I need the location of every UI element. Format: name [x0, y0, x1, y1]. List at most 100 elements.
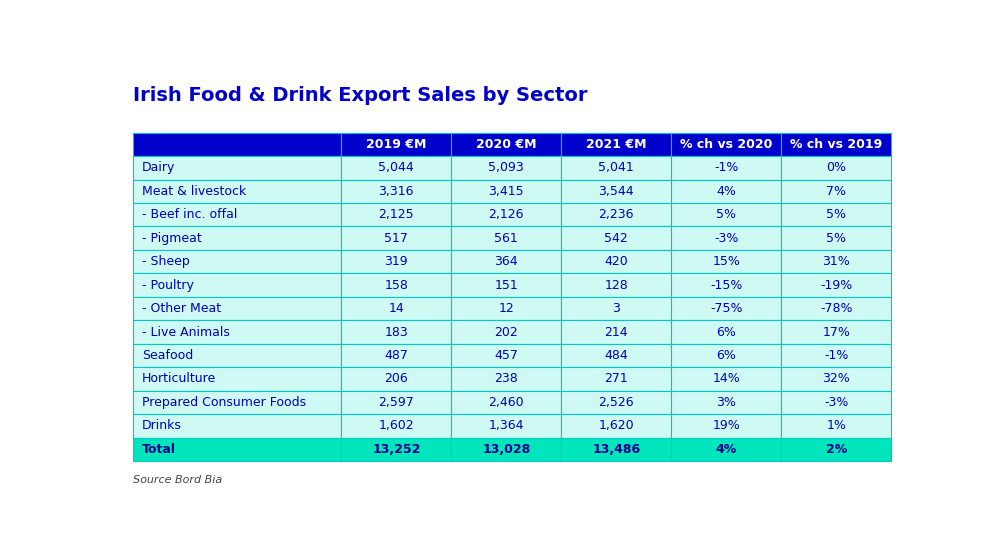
Text: % ch vs 2019: % ch vs 2019 [790, 138, 882, 151]
Bar [452, 367, 561, 391]
Bar [781, 297, 891, 320]
Bar [452, 391, 561, 414]
Bar [342, 438, 452, 461]
Bar [671, 320, 781, 343]
Text: 13,028: 13,028 [483, 443, 530, 456]
Bar [671, 203, 781, 227]
Bar [133, 203, 342, 227]
Bar [671, 227, 781, 250]
Text: Horticulture: Horticulture [142, 372, 216, 386]
Bar [561, 203, 671, 227]
Bar [561, 273, 671, 297]
Text: 5,093: 5,093 [489, 161, 524, 175]
Text: -3%: -3% [714, 232, 738, 245]
Text: 31%: 31% [822, 255, 850, 268]
Bar [133, 250, 342, 273]
Bar [781, 438, 891, 461]
Bar [452, 132, 561, 156]
Text: - Beef inc. offal: - Beef inc. offal [142, 208, 238, 221]
Bar [133, 343, 342, 367]
Bar [342, 414, 452, 438]
Text: 19%: 19% [712, 419, 740, 432]
Bar [781, 132, 891, 156]
Text: 2020 €M: 2020 €M [477, 138, 536, 151]
Text: - Other Meat: - Other Meat [142, 302, 221, 315]
Text: 3%: 3% [716, 396, 736, 409]
Text: -1%: -1% [824, 349, 848, 362]
Bar [452, 250, 561, 273]
Bar [342, 179, 452, 203]
Bar [781, 156, 891, 179]
Bar [561, 320, 671, 343]
Text: - Pigmeat: - Pigmeat [142, 232, 202, 245]
Text: 319: 319 [385, 255, 409, 268]
Text: 206: 206 [385, 372, 409, 386]
Text: 214: 214 [604, 326, 628, 338]
Bar [133, 227, 342, 250]
Text: 4%: 4% [716, 184, 736, 198]
Bar [781, 414, 891, 438]
Bar [561, 227, 671, 250]
Text: 484: 484 [604, 349, 628, 362]
Text: -15%: -15% [710, 279, 742, 291]
Text: 3,544: 3,544 [598, 184, 634, 198]
Bar [133, 179, 342, 203]
Text: 5%: 5% [716, 208, 736, 221]
Text: 5%: 5% [826, 232, 846, 245]
Text: 561: 561 [495, 232, 518, 245]
Bar [671, 156, 781, 179]
Text: 0%: 0% [826, 161, 846, 175]
Bar [342, 391, 452, 414]
Text: -3%: -3% [824, 396, 848, 409]
Text: Seafood: Seafood [142, 349, 193, 362]
Bar [781, 320, 891, 343]
Text: -19%: -19% [820, 279, 852, 291]
Text: 1%: 1% [826, 419, 846, 432]
Bar [342, 156, 452, 179]
Text: % ch vs 2020: % ch vs 2020 [680, 138, 772, 151]
Bar [452, 438, 561, 461]
Bar [781, 343, 891, 367]
Text: - Poultry: - Poultry [142, 279, 194, 291]
Bar [452, 414, 561, 438]
Text: 6%: 6% [716, 349, 736, 362]
Text: Prepared Consumer Foods: Prepared Consumer Foods [142, 396, 306, 409]
Bar [452, 179, 561, 203]
Bar [133, 273, 342, 297]
Text: 1,364: 1,364 [489, 419, 524, 432]
Text: 17%: 17% [822, 326, 850, 338]
Text: 2019 €M: 2019 €M [366, 138, 427, 151]
Text: -78%: -78% [820, 302, 852, 315]
Text: 1,602: 1,602 [379, 419, 415, 432]
Bar [671, 367, 781, 391]
Text: 14%: 14% [712, 372, 740, 386]
Text: -1%: -1% [714, 161, 738, 175]
Bar [781, 250, 891, 273]
Bar [561, 343, 671, 367]
Bar [452, 273, 561, 297]
Bar [561, 297, 671, 320]
Bar [342, 273, 452, 297]
Text: 6%: 6% [716, 326, 736, 338]
Bar [561, 391, 671, 414]
Bar [671, 179, 781, 203]
Text: 3: 3 [612, 302, 620, 315]
Text: Irish Food & Drink Export Sales by Sector: Irish Food & Drink Export Sales by Secto… [133, 86, 587, 105]
Bar [133, 367, 342, 391]
Text: 2,526: 2,526 [598, 396, 634, 409]
Text: 2,125: 2,125 [379, 208, 415, 221]
Text: 7%: 7% [826, 184, 846, 198]
Text: 542: 542 [604, 232, 628, 245]
Bar [781, 203, 891, 227]
Bar [671, 250, 781, 273]
Bar [133, 414, 342, 438]
Bar [342, 227, 452, 250]
Text: 2%: 2% [826, 443, 847, 456]
Bar [452, 203, 561, 227]
Bar [671, 343, 781, 367]
Text: 14: 14 [389, 302, 405, 315]
Bar [342, 320, 452, 343]
Bar [342, 250, 452, 273]
Text: 271: 271 [604, 372, 628, 386]
Text: 1,620: 1,620 [598, 419, 634, 432]
